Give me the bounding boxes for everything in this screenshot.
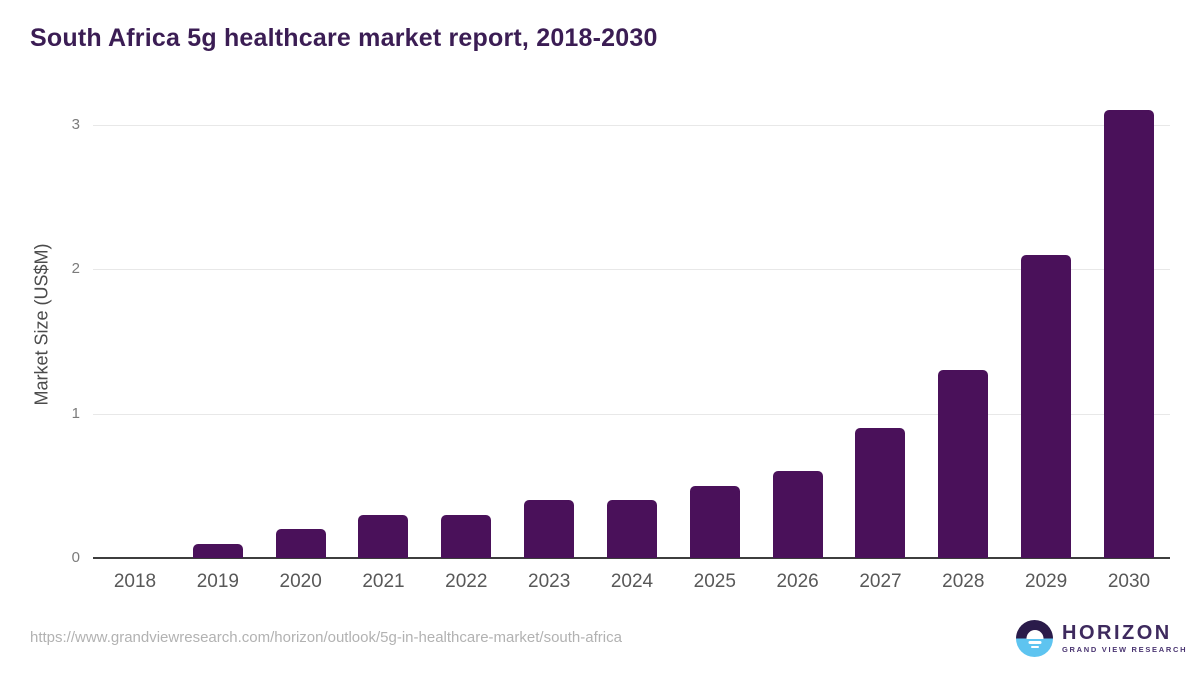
x-tick-label-2029: 2029 [1024, 571, 1068, 592]
logo-brand-name: HORIZON [1062, 622, 1172, 645]
x-tick-label-2019: 2019 [196, 571, 239, 592]
sun-reflection-line [1028, 641, 1041, 644]
y-axis-title: Market Size (US$M) [31, 243, 52, 406]
bar-2030 [1103, 110, 1154, 558]
gridline-3 [93, 124, 1170, 126]
x-tick-label-2021: 2021 [362, 571, 405, 592]
bar-2023 [524, 500, 575, 558]
x-tick-label-2020: 2020 [279, 571, 322, 592]
x-tick-label-2024: 2024 [610, 571, 654, 592]
x-tick-label-2023: 2023 [528, 571, 571, 592]
x-tick-label-2026: 2026 [776, 571, 819, 592]
y-tick-label-3: 3 [71, 115, 80, 133]
horizon-logo: HORIZON GRAND VIEW RESEARCH [1016, 620, 1187, 657]
horizon-sun-icon [1016, 620, 1053, 657]
y-tick-label-1: 1 [71, 404, 80, 422]
x-tick-label-2028: 2028 [942, 571, 985, 592]
bar-2029 [1021, 255, 1072, 558]
bar-2021 [358, 515, 409, 558]
bar-2028 [938, 370, 989, 558]
bar-2027 [855, 428, 906, 558]
y-tick-label-0: 0 [71, 549, 80, 566]
x-tick-label-2018: 2018 [113, 571, 157, 592]
bar-2024 [606, 500, 657, 558]
bar-2020 [275, 529, 326, 558]
bar-2026 [772, 471, 823, 558]
x-tick-label-2030: 2030 [1107, 571, 1151, 592]
page-title: South Africa 5g healthcare market report… [30, 24, 658, 52]
bar-2019 [192, 544, 243, 558]
bar-2025 [689, 486, 740, 558]
x-tick-label-2022: 2022 [445, 571, 488, 592]
source-url: https://www.grandviewresearch.com/horizo… [30, 629, 622, 646]
sun-dome-shape [1026, 629, 1043, 639]
sun-reflection-line [1030, 646, 1039, 648]
gridline-1 [93, 413, 1170, 415]
bar-2022 [441, 515, 492, 558]
gridline-2 [93, 269, 1170, 270]
x-tick-label-2027: 2027 [859, 571, 902, 592]
logo-sub-brand: GRAND VIEW RESEARCH [1062, 645, 1188, 655]
y-tick-label-2: 2 [71, 260, 80, 277]
x-tick-label-2025: 2025 [693, 571, 736, 592]
logo-text: HORIZON GRAND VIEW RESEARCH [1062, 623, 1187, 654]
x-axis-line [93, 557, 1170, 559]
